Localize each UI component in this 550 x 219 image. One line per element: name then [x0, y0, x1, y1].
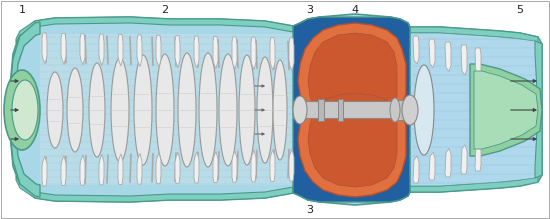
Polygon shape — [293, 187, 320, 202]
Polygon shape — [251, 150, 256, 182]
Polygon shape — [42, 156, 47, 186]
Text: 1: 1 — [19, 5, 25, 15]
Polygon shape — [298, 90, 406, 197]
Polygon shape — [80, 34, 85, 65]
Ellipse shape — [257, 57, 273, 163]
Polygon shape — [445, 42, 451, 71]
Ellipse shape — [4, 70, 40, 150]
Ellipse shape — [273, 60, 287, 160]
Ellipse shape — [12, 80, 38, 140]
Polygon shape — [289, 38, 294, 71]
Polygon shape — [213, 151, 218, 183]
Polygon shape — [308, 33, 397, 127]
Polygon shape — [298, 23, 406, 129]
Polygon shape — [137, 153, 142, 184]
Polygon shape — [42, 33, 47, 64]
Polygon shape — [308, 93, 397, 187]
Ellipse shape — [390, 98, 400, 122]
Ellipse shape — [111, 58, 129, 162]
Polygon shape — [232, 37, 237, 69]
Polygon shape — [475, 141, 481, 171]
Polygon shape — [470, 64, 542, 156]
Polygon shape — [413, 156, 419, 183]
Bar — [395, 100, 415, 120]
Bar — [293, 101, 413, 118]
Bar — [338, 99, 343, 121]
Polygon shape — [429, 39, 435, 68]
Polygon shape — [137, 35, 142, 67]
Polygon shape — [408, 27, 538, 43]
Bar — [40, 34, 293, 185]
Ellipse shape — [156, 54, 174, 166]
Polygon shape — [99, 154, 104, 185]
Polygon shape — [156, 153, 161, 184]
Polygon shape — [232, 151, 237, 182]
Ellipse shape — [219, 54, 237, 166]
Polygon shape — [270, 150, 275, 182]
Polygon shape — [445, 148, 451, 177]
Polygon shape — [175, 152, 180, 183]
Polygon shape — [194, 152, 199, 183]
Ellipse shape — [402, 95, 418, 125]
Polygon shape — [474, 71, 538, 149]
Ellipse shape — [239, 55, 255, 165]
Polygon shape — [16, 176, 293, 202]
Polygon shape — [461, 45, 467, 75]
Ellipse shape — [89, 63, 105, 157]
Ellipse shape — [414, 65, 434, 155]
Text: 2: 2 — [162, 5, 168, 15]
Polygon shape — [289, 149, 294, 181]
Polygon shape — [213, 36, 218, 69]
Polygon shape — [156, 35, 161, 67]
Polygon shape — [461, 145, 467, 174]
Polygon shape — [194, 36, 199, 68]
Polygon shape — [475, 48, 481, 79]
Text: 3: 3 — [306, 205, 313, 215]
Text: 5: 5 — [516, 5, 524, 15]
Polygon shape — [270, 37, 275, 70]
Polygon shape — [61, 155, 66, 186]
Text: 3: 3 — [306, 5, 313, 15]
Polygon shape — [61, 33, 66, 65]
Polygon shape — [118, 154, 123, 184]
Ellipse shape — [134, 55, 152, 165]
Polygon shape — [408, 176, 538, 192]
Polygon shape — [251, 37, 256, 70]
Polygon shape — [293, 17, 410, 202]
Polygon shape — [99, 34, 104, 65]
Ellipse shape — [199, 53, 217, 167]
Polygon shape — [293, 17, 320, 32]
Polygon shape — [8, 14, 542, 205]
Text: 4: 4 — [351, 5, 359, 15]
Ellipse shape — [178, 53, 196, 167]
Ellipse shape — [293, 96, 307, 124]
Polygon shape — [175, 36, 180, 68]
Polygon shape — [429, 152, 435, 180]
Polygon shape — [410, 33, 542, 186]
Polygon shape — [390, 186, 410, 202]
Polygon shape — [16, 17, 293, 43]
Ellipse shape — [47, 72, 63, 148]
Polygon shape — [80, 155, 85, 185]
Bar — [318, 99, 324, 121]
Polygon shape — [413, 36, 419, 64]
Polygon shape — [535, 41, 542, 178]
Ellipse shape — [67, 68, 83, 152]
Polygon shape — [118, 35, 123, 66]
Polygon shape — [390, 17, 410, 33]
Polygon shape — [8, 22, 40, 197]
